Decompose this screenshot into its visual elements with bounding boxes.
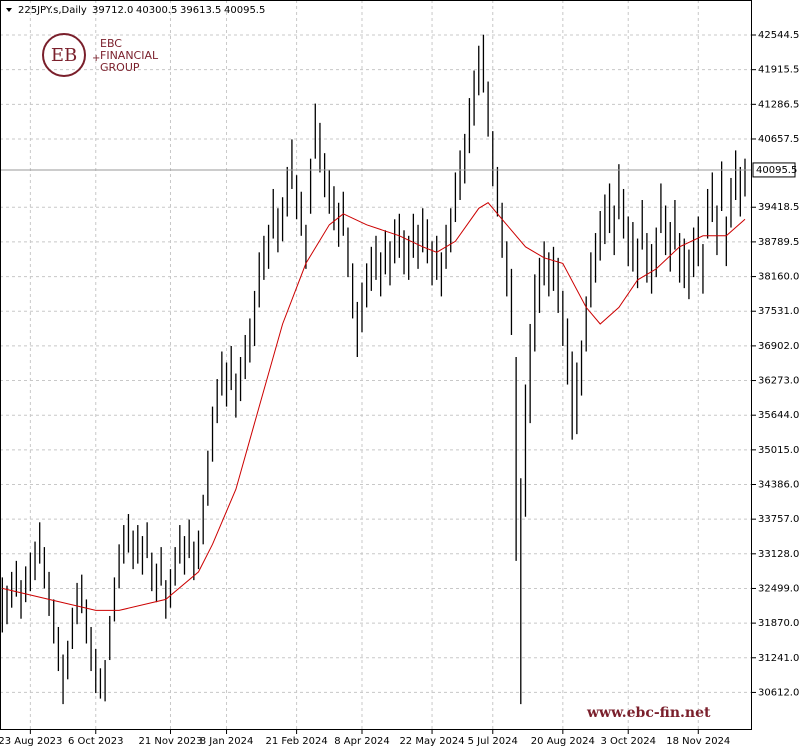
y-tick-label: 42544.5 bbox=[758, 30, 799, 41]
x-tick-label: 21 Nov 2023 bbox=[138, 736, 202, 747]
y-tick-label: 41915.5 bbox=[758, 65, 799, 76]
x-tick-label: 20 Aug 2024 bbox=[531, 736, 595, 747]
last-price-label: 40095.5 bbox=[756, 165, 797, 176]
menu-icon[interactable] bbox=[6, 8, 12, 12]
quote-low: 39613.5 bbox=[180, 5, 221, 16]
y-tick-label: 39418.5 bbox=[758, 202, 799, 213]
moving-average bbox=[2, 202, 746, 611]
last-price-box bbox=[752, 162, 796, 178]
watermark: www.ebc-fin.net bbox=[586, 705, 711, 721]
y-tick-label: 36273.0 bbox=[758, 376, 799, 387]
y-tick-label: 38789.5 bbox=[758, 237, 799, 248]
x-tick-label: 23 Aug 2023 bbox=[0, 736, 62, 747]
x-tick-label: 22 May 2024 bbox=[399, 736, 464, 747]
x-tick-label: 5 Jul 2024 bbox=[468, 736, 518, 747]
x-tick-label: 8 Apr 2024 bbox=[334, 736, 389, 747]
y-tick-label: 40657.5 bbox=[758, 134, 799, 145]
y-tick-label: 33128.0 bbox=[758, 549, 799, 560]
y-tick-label: 35644.0 bbox=[758, 410, 799, 421]
logo-line: EBC bbox=[100, 37, 122, 50]
y-tick-label: 37531.0 bbox=[758, 306, 799, 317]
quote-open: 39712.0 bbox=[92, 5, 133, 16]
x-tick-label: 18 Nov 2024 bbox=[666, 736, 730, 747]
y-tick-label: 38160.0 bbox=[758, 272, 799, 283]
quote-close: 40095.5 bbox=[224, 5, 265, 16]
quote-high: 40300.5 bbox=[136, 5, 177, 16]
y-tick-label: 41286.5 bbox=[758, 99, 799, 110]
y-tick-label: 32499.0 bbox=[758, 583, 799, 594]
logo: EB + EBC FINANCIAL GROUP bbox=[42, 33, 159, 77]
y-tick-label: 34386.0 bbox=[758, 479, 799, 490]
symbol: 225JPY.s,Daily bbox=[18, 5, 87, 16]
x-tick-label: 21 Feb 2024 bbox=[265, 736, 327, 747]
x-tick-label: 3 Oct 2024 bbox=[600, 736, 655, 747]
logo-ring bbox=[42, 33, 86, 77]
y-tick-label: 31241.0 bbox=[758, 653, 799, 664]
y-tick-label: 33757.0 bbox=[758, 514, 799, 525]
logo-plus: + bbox=[92, 53, 100, 64]
logo-line: GROUP bbox=[100, 61, 140, 74]
y-tick-label: 35015.0 bbox=[758, 445, 799, 456]
y-tick-label: 36902.0 bbox=[758, 341, 799, 352]
plot-frame bbox=[0, 0, 752, 730]
y-tick-label: 31870.0 bbox=[758, 618, 799, 629]
logo-mark: EB bbox=[51, 45, 77, 66]
grid bbox=[0, 0, 752, 730]
x-tick-label: 8 Jan 2024 bbox=[200, 736, 254, 747]
marks bbox=[0, 34, 752, 705]
logo-line: FINANCIAL bbox=[100, 49, 159, 62]
y-tick-label: 30612.0 bbox=[758, 687, 799, 698]
x-tick-label: 6 Oct 2023 bbox=[68, 736, 123, 747]
